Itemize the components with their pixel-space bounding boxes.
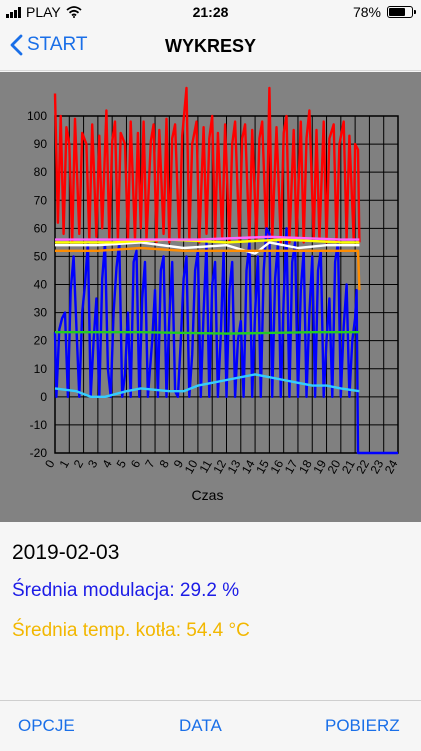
x-tick-label: 17 [282,457,301,476]
y-tick-label: 40 [34,278,48,292]
y-tick-label: 0 [40,390,47,404]
line-chart: 1009080706050403020100-10-20012345678910… [27,86,401,503]
bottom-toolbar: OPCJE DATA POBIERZ [0,700,421,751]
y-tick-label: 90 [34,137,48,151]
x-tick-label: 15 [253,457,272,476]
navigation-bar: START WYKRESY [0,24,421,71]
x-tick-label: 13 [225,457,244,476]
x-tick-label: 18 [296,457,315,476]
x-tick-label: 16 [267,457,286,476]
x-tick-label: 12 [210,457,229,476]
series-line-3 [55,241,360,255]
series-line-6 [55,235,360,241]
battery-icon [387,6,416,18]
status-bar: PLAY 21:28 78% [0,0,421,24]
x-tick-label: 19 [310,457,329,476]
series-line-1 [53,86,361,244]
chevron-left-icon [10,34,23,56]
options-button[interactable]: OPCJE [18,716,75,735]
x-tick-label: 22 [353,457,372,476]
plot-border [54,115,399,454]
download-button[interactable]: POBIERZ [325,716,400,735]
x-tick-label: 23 [368,457,387,476]
signal-icon [6,6,21,18]
x-axis-label: Czas [192,487,224,503]
y-tick-label: 30 [34,306,48,320]
average-boiler-temp: Średnia temp. kotła: 54.4 °C [12,620,250,641]
series-line-5 [55,246,361,291]
series-line-7 [55,331,360,335]
series-line-4 [55,238,360,244]
y-tick-label: 50 [34,249,48,263]
x-tick-label: 10 [182,457,201,476]
carrier-label: PLAY [26,4,61,20]
wifi-icon [66,6,82,18]
y-tick-label: -20 [30,446,48,460]
x-tick-label: 14 [239,457,258,476]
y-tick-label: 100 [27,109,47,123]
y-tick-label: 20 [34,334,48,348]
chart-panel: 100 90 80 70 60 50 40 30 20 10 0 -10 -20 0 1 2 3 4 5 6 7 8 9 10… [0,72,421,522]
series-line-8 [54,373,360,398]
y-tick-label: -10 [30,418,48,432]
date-label: 2019-02-03 [12,541,120,564]
x-tick-label: 24 [382,457,401,476]
y-tick-label: 80 [34,165,48,179]
x-tick-label: 20 [325,457,344,476]
y-tick-label: 60 [34,221,48,235]
average-modulation: Średnia modulacja: 29.2 % [12,580,240,601]
status-time: 21:28 [192,4,229,20]
y-tick-label: 10 [34,362,48,376]
back-label: START [27,34,88,55]
battery-percent: 78% [352,4,381,20]
date-button[interactable]: DATA [179,716,222,735]
y-tick-label: 70 [34,193,48,207]
x-tick-label: 21 [339,457,358,476]
back-button[interactable]: START [10,34,88,56]
